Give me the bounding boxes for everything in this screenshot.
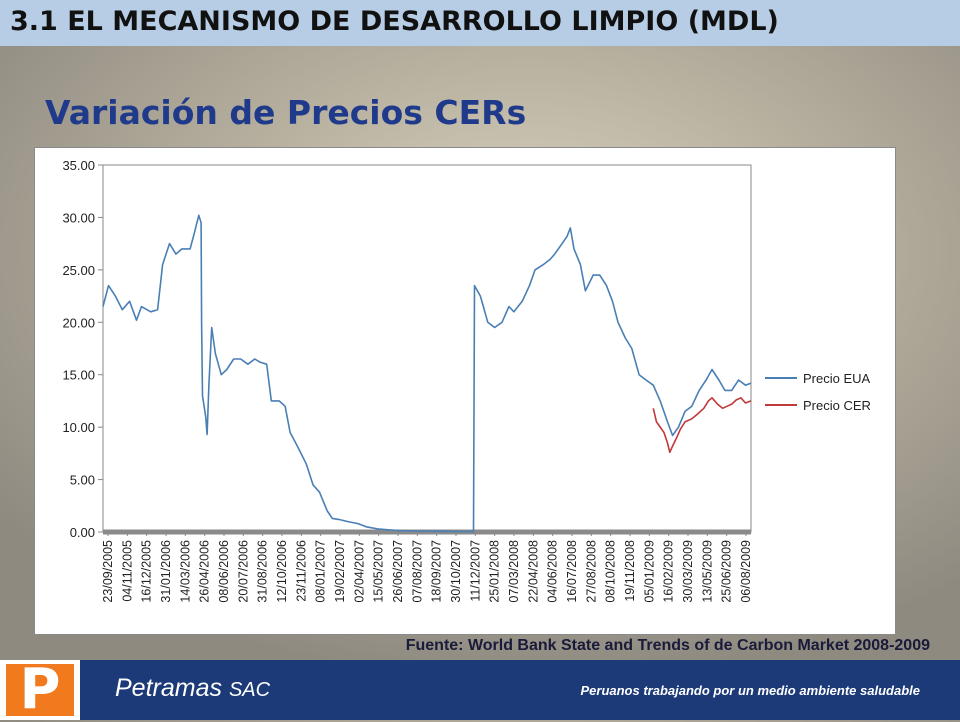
price-chart-svg: 0.00 5.00 10.00 15.00 20.00 25.00 30.00 35.00 23… [62, 158, 871, 603]
company-suffix: SAC [228, 679, 271, 701]
footer-band [0, 660, 960, 720]
x-tick-label: 18/09/2007 [430, 540, 444, 603]
y-tick-label: 10.00 [62, 420, 95, 435]
x-tick-label: 26/04/2006 [198, 540, 212, 603]
company-tagline: Peruanos trabajando por un medio ambient… [580, 683, 920, 698]
company-name-text: Petramas [115, 674, 222, 702]
y-tick-label: 0.00 [70, 525, 95, 540]
x-tick-label: 31/08/2006 [256, 540, 270, 603]
section-title: 3.1 EL MECANISMO DE DESARROLLO LIMPIO (M… [10, 6, 779, 37]
y-tick-label: 15.00 [62, 368, 95, 383]
x-tick-label: 14/03/2006 [178, 540, 192, 603]
price-chart: 0.00 5.00 10.00 15.00 20.00 25.00 30.00 35.00 23… [34, 147, 896, 635]
y-tick-label: 20.00 [62, 315, 95, 330]
x-tick-label: 25/01/2008 [488, 540, 502, 603]
x-tick-label: 30/10/2007 [449, 540, 463, 603]
x-tick-label: 22/04/2008 [526, 540, 540, 603]
x-tick-label: 30/03/2009 [681, 540, 695, 603]
x-tick-label: 20/07/2006 [236, 540, 250, 603]
x-tick-label: 08/10/2008 [604, 540, 618, 603]
x-tick-label: 11/12/2007 [468, 540, 482, 602]
x-tick-label: 04/06/2008 [546, 540, 560, 603]
x-tick-label: 13/05/2009 [700, 540, 714, 603]
y-tick-label: 25.00 [62, 263, 95, 278]
x-tick-label: 23/11/2006 [294, 540, 308, 602]
x-tick-label: 23/09/2005 [101, 540, 115, 603]
logo-letter: P [19, 657, 61, 722]
y-tick-label: 30.00 [62, 210, 95, 225]
x-tick-label: 06/08/2009 [739, 540, 753, 603]
y-tick-label: 5.00 [70, 473, 95, 488]
series-line-precio-eua [102, 214, 752, 533]
x-tick-label: 19/02/2007 [333, 540, 347, 603]
source-note: Fuente: World Bank State and Trends of d… [405, 637, 930, 654]
x-tick-label: 19/11/2008 [623, 540, 637, 602]
x-tick-label: 25/06/2009 [720, 540, 734, 603]
slide-title: Variación de Precios CERs [45, 93, 527, 132]
series-line-precio-cer [652, 397, 752, 454]
company-logo: P [0, 660, 80, 720]
x-tick-label: 31/01/2006 [159, 540, 173, 603]
logo-badge: P [6, 657, 74, 722]
legend-label: Precio EUA [803, 371, 871, 386]
x-tick-label: 16/12/2005 [140, 540, 154, 603]
x-tick-label: 02/04/2007 [352, 540, 366, 603]
x-tick-label: 08/06/2006 [217, 540, 231, 603]
x-tick-label: 08/01/2007 [314, 540, 328, 603]
x-tick-label: 04/11/2005 [120, 540, 134, 602]
x-tick-label: 16/07/2008 [565, 540, 579, 603]
x-tick-label: 07/03/2008 [507, 540, 521, 603]
company-name: Petramas SAC [115, 674, 270, 703]
header-band: 3.1 EL MECANISMO DE DESARROLLO LIMPIO (M… [0, 0, 960, 46]
x-tick-label: 26/06/2007 [391, 540, 405, 603]
x-tick-label: 16/02/2009 [662, 540, 676, 603]
x-tick-label: 07/08/2007 [410, 540, 424, 603]
x-tick-label: 27/08/2008 [584, 540, 598, 603]
x-tick-label: 12/10/2006 [275, 540, 289, 603]
x-tick-label: 15/05/2007 [372, 540, 386, 603]
y-tick-label: 35.00 [62, 158, 95, 173]
legend-label: Precio CER [803, 398, 871, 413]
x-tick-label: 05/01/2009 [642, 540, 656, 603]
